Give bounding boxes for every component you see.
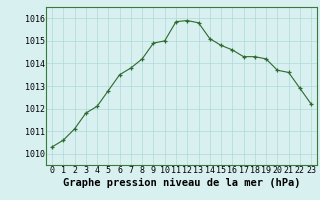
X-axis label: Graphe pression niveau de la mer (hPa): Graphe pression niveau de la mer (hPa) [63, 178, 300, 188]
